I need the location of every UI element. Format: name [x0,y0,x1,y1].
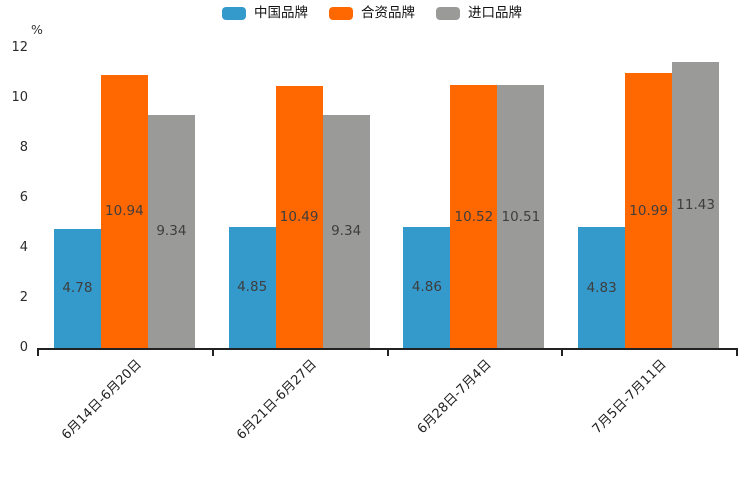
legend-item-0[interactable]: 中国品牌 [222,5,308,21]
x-axis-tick [561,350,564,356]
legend-item-label: 合资品牌 [361,5,415,21]
y-axis-tick-label: 10 [11,90,28,105]
x-axis-tick [736,350,738,356]
legend: 中国品牌 合资品牌 进口品牌 [0,5,744,21]
bar-value-label: 10.99 [629,202,668,219]
legend-item-2[interactable]: 进口品牌 [436,5,522,21]
legend-swatch-icon [222,7,246,21]
bar-value-label: 4.86 [411,279,442,296]
x-axis-tick [37,350,39,356]
bar-进口品牌-2 [497,85,545,348]
bar-value-label: 4.78 [62,280,93,297]
legend-item-1[interactable]: 合资品牌 [329,5,415,21]
bar-value-label: 4.85 [237,279,268,296]
y-axis-tick-label: 4 [19,240,28,255]
bar-value-label: 10.51 [501,208,541,225]
legend-item-label: 进口品牌 [468,5,522,21]
bar-value-label: 4.83 [586,279,617,296]
bar-中国品牌-3 [578,227,626,348]
x-axis-category-label: 6月14日-6月20日 [59,357,145,443]
x-axis-category-label: 6月21日-6月27日 [233,357,320,443]
bar-合资品牌-1 [275,85,323,348]
bar-进口品牌-3 [672,62,720,348]
legend-swatch-icon [329,7,353,21]
x-axis-tick [211,350,214,356]
bar-value-label: 11.43 [676,197,715,214]
y-axis-tick-label: 2 [19,290,28,305]
bar-合资品牌-2 [450,85,498,348]
bar-value-label: 10.49 [279,208,319,225]
bar-value-label: 9.34 [331,223,362,240]
y-axis-tick-label: 0 [19,340,28,355]
bar-进口品牌-1 [322,114,370,348]
x-axis-category-label: 7月5日-7月11日 [589,357,670,437]
legend-item-label: 中国品牌 [254,5,308,21]
y-axis-tick-label: 6 [19,190,28,205]
bar-进口品牌-0 [147,114,195,348]
bar-value-label: 10.94 [105,203,144,220]
bar-合资品牌-3 [625,73,673,348]
bar-value-label: 10.52 [454,208,494,225]
bar-中国品牌-2 [403,226,451,348]
y-axis-tick-label: 12 [11,40,28,55]
x-axis-line [37,348,738,350]
x-axis-category-label: 6月28日-7月4日 [414,357,495,437]
bar-中国品牌-1 [228,226,276,348]
bar-合资品牌-0 [100,74,148,348]
bar-中国品牌-0 [53,228,101,348]
y-axis-tick-label: 8 [19,140,28,155]
x-axis-tick [386,350,389,356]
bar-value-label: 9.34 [156,223,187,240]
y-axis-unit-label: % [31,22,43,37]
legend-swatch-icon [436,7,460,21]
